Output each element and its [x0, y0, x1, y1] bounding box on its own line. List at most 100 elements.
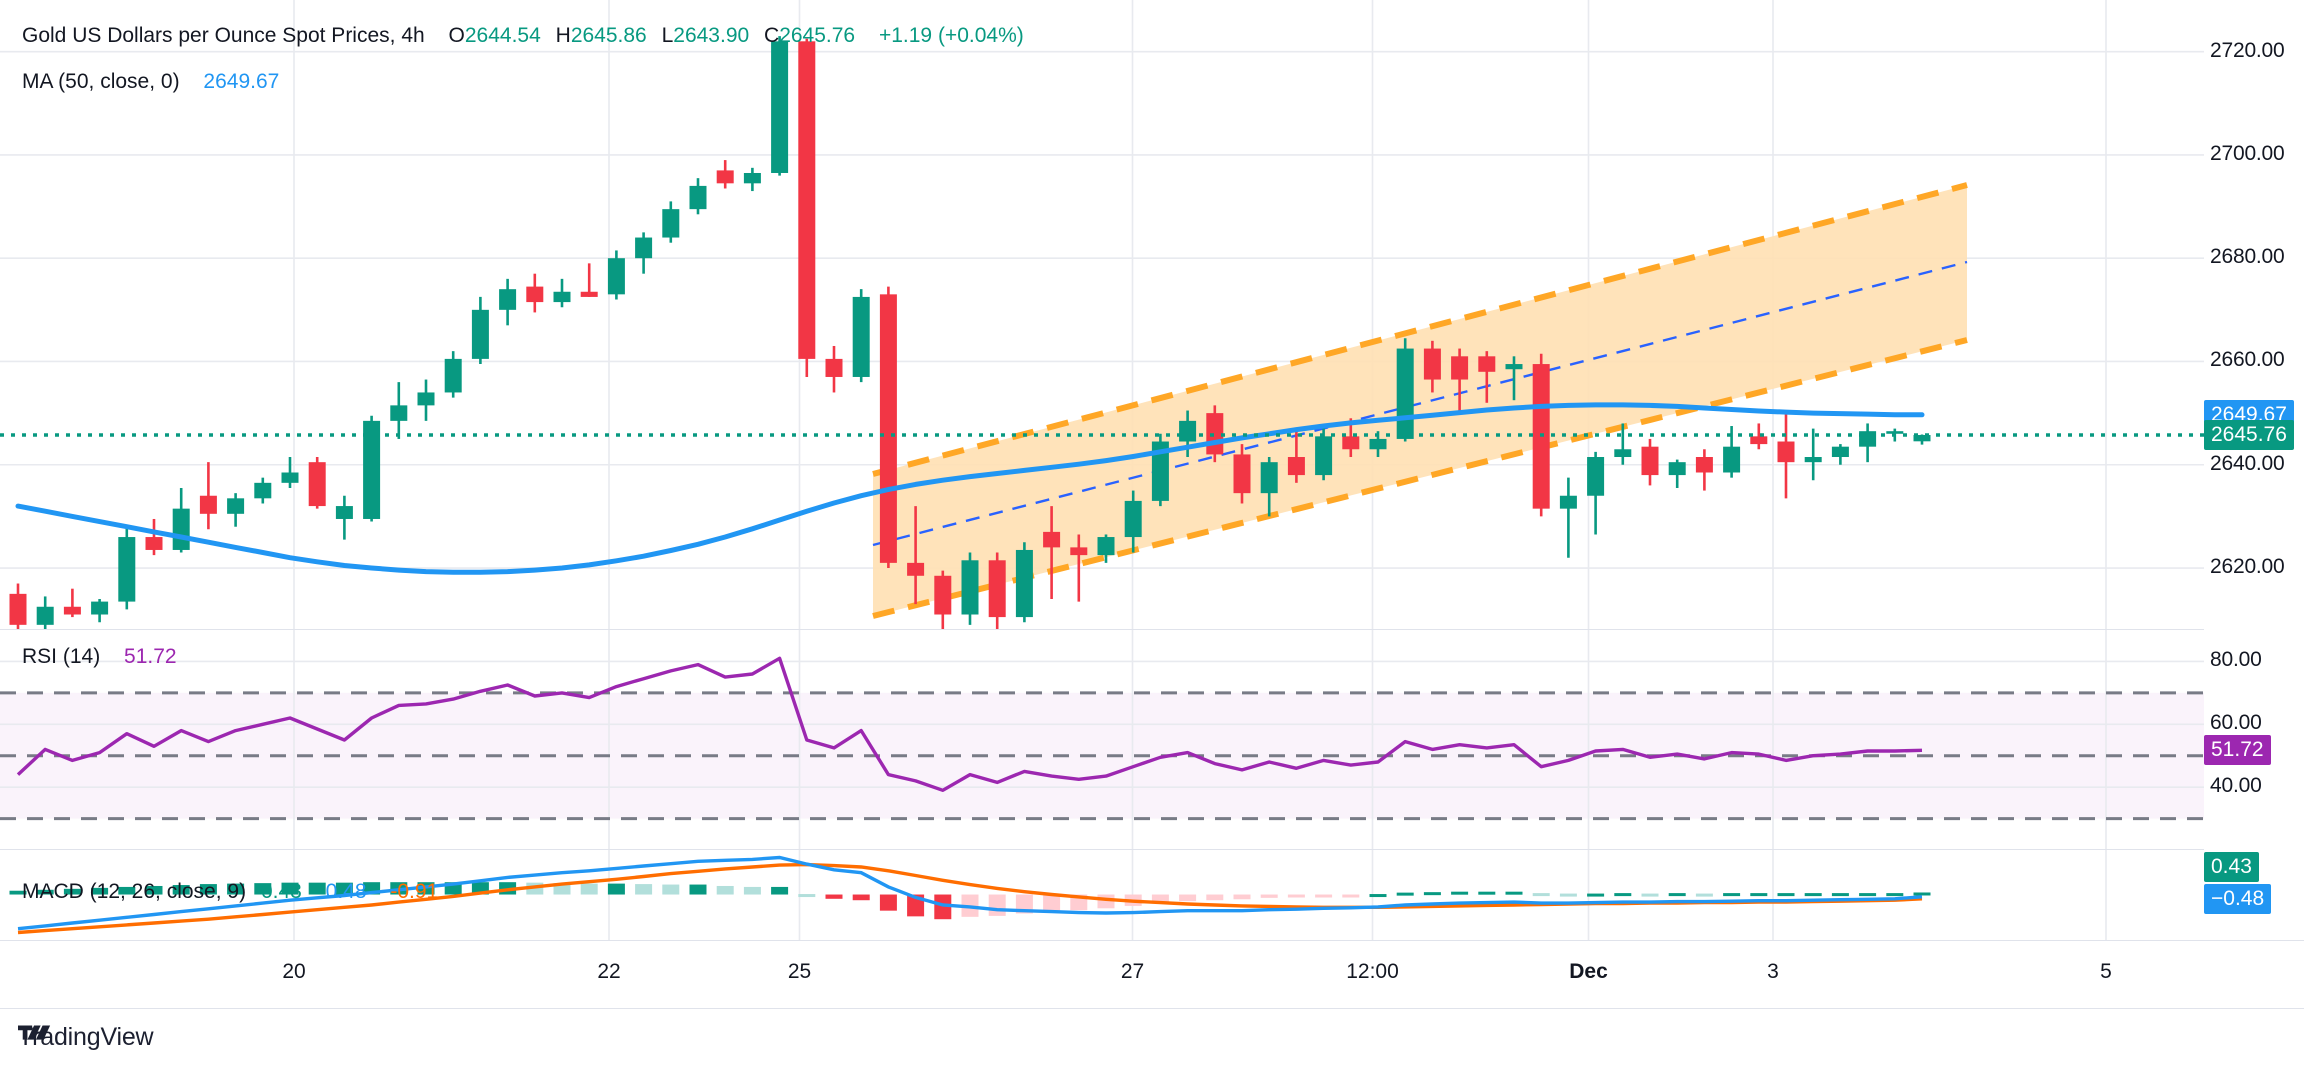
macd-histogram-bar — [1532, 893, 1550, 897]
candle-body — [825, 358, 843, 377]
rsi-axis-label: 40.00 — [2210, 774, 2262, 798]
tradingview-logo[interactable]: TradingView — [18, 1023, 154, 1052]
macd-histogram-bar — [1451, 891, 1469, 895]
price-axis-label: 2660.00 — [2210, 348, 2285, 372]
rsi-pane[interactable] — [0, 630, 2204, 850]
macd-histogram-bar — [1260, 894, 1278, 898]
rsi-axis-label: 60.00 — [2210, 711, 2262, 735]
macd-hist-badge[interactable]: 0.43 — [2204, 852, 2259, 882]
candle-body — [662, 209, 680, 238]
candle-body — [1505, 364, 1523, 370]
time-axis-label: 22 — [597, 960, 621, 983]
time-axis-label: Dec — [1569, 960, 1608, 983]
candle-body — [1886, 431, 1904, 434]
macd-histogram-bar — [1423, 892, 1441, 896]
pane-divider-rsi-macd — [0, 849, 2304, 850]
macd-line — [17, 855, 1923, 931]
macd-histogram-bar — [1369, 894, 1387, 898]
macd-histogram-bar — [1831, 893, 1849, 897]
candle-body — [1097, 537, 1115, 556]
candle-body — [363, 420, 381, 519]
macd-histogram-bar — [825, 894, 843, 899]
candle-body — [553, 291, 571, 303]
macd-histogram-bar — [1804, 893, 1822, 897]
candle-body — [1777, 441, 1795, 463]
candle-body — [689, 185, 707, 210]
candle-body — [91, 601, 109, 615]
candle-body — [879, 294, 897, 563]
candle-body — [1151, 441, 1169, 501]
rsi-plot — [0, 630, 2204, 850]
candle-body — [1369, 438, 1387, 450]
price-axis-label: 2680.00 — [2210, 245, 2285, 269]
macd-histogram-bar — [580, 883, 598, 895]
candle-body — [716, 170, 734, 184]
price-axis-label: 2700.00 — [2210, 141, 2285, 165]
macd-histogram-bar — [852, 894, 870, 901]
candle-body — [1804, 457, 1822, 463]
candle-body — [1260, 462, 1278, 494]
macd-histogram-bar — [1886, 893, 1904, 897]
macd-histogram-bar — [1559, 893, 1577, 897]
candle-body — [1668, 462, 1686, 476]
macd-histogram-bar — [1505, 891, 1523, 895]
rsi-value-badge[interactable]: 51.72 — [2204, 735, 2271, 766]
price-pane[interactable] — [0, 0, 2204, 630]
rsi-line — [16, 656, 1923, 792]
time-axis-label: 27 — [1120, 960, 1145, 983]
macd-histogram-bar — [716, 885, 734, 895]
last-price-badge[interactable]: 2645.76 — [2204, 420, 2294, 450]
price-axis-label: 2640.00 — [2210, 451, 2285, 475]
macd-histogram-bar — [1614, 893, 1632, 897]
candle-body — [63, 606, 81, 615]
macd-histogram-bar — [662, 884, 680, 895]
candle-body — [1913, 435, 1931, 442]
macd-histogram-bar — [635, 884, 653, 895]
candle-body — [1206, 413, 1224, 455]
rsi-axis-label: 80.00 — [2210, 648, 2262, 672]
time-axis-label: 5 — [2100, 960, 2112, 983]
macd-histogram-bar — [1913, 892, 1931, 896]
candle-body — [1695, 457, 1713, 473]
macd-histogram-bar — [934, 894, 952, 920]
candle-body — [798, 41, 816, 359]
macd-pane[interactable] — [0, 850, 2204, 940]
candle-body — [417, 392, 435, 406]
candle-body — [1396, 348, 1414, 439]
macd-histogram-bar — [1151, 894, 1169, 904]
candle-body — [1342, 436, 1360, 450]
candle-body — [607, 258, 625, 295]
macd-histogram-bar — [771, 886, 789, 895]
candle-body — [254, 482, 272, 499]
macd-histogram-bar — [118, 886, 136, 895]
channel-fill — [873, 185, 1967, 616]
candle-body — [444, 358, 462, 393]
price-axis-label: 2620.00 — [2210, 555, 2285, 579]
macd-histogram-bar — [1287, 894, 1305, 898]
macd-histogram-bar — [335, 882, 353, 895]
candle-body — [1179, 420, 1197, 442]
candle-body — [1614, 449, 1632, 458]
channel-upper-line — [872, 182, 1968, 477]
candle-body — [281, 472, 299, 483]
candle-body — [308, 462, 326, 507]
candle-body — [1750, 436, 1768, 445]
candle-body — [1641, 446, 1659, 476]
macd-histogram-bar — [1668, 893, 1686, 897]
macd-histogram-bar — [1641, 893, 1659, 897]
time-scale[interactable]: 20 22 25 27 12:00 Dec 3 5 — [0, 940, 2304, 1008]
candle-body — [743, 172, 761, 184]
macd-histogram-bar — [308, 882, 326, 895]
macd-histogram-bar — [1179, 894, 1197, 902]
channel-lower-line — [872, 337, 1968, 619]
candle-body — [499, 289, 517, 310]
macd-plot — [9, 850, 2107, 940]
price-axis-label: 2720.00 — [2210, 38, 2285, 62]
candle-body — [1723, 446, 1741, 473]
candle-body — [526, 286, 544, 303]
macd-histogram-bar — [1478, 891, 1496, 895]
macd-line-badge[interactable]: −0.48 — [2204, 884, 2272, 914]
price-scale[interactable]: 2720.00 2700.00 2680.00 2660.00 2640.00 2620.… — [2204, 0, 2304, 940]
candle-body — [1831, 446, 1849, 458]
